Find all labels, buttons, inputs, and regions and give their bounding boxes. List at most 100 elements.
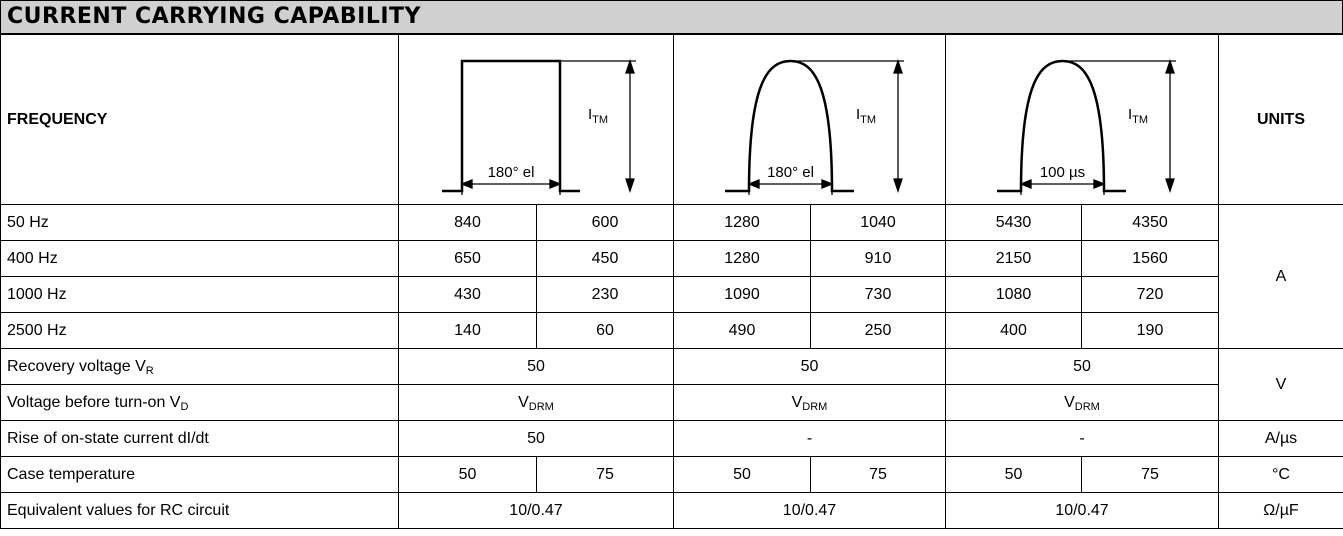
cell: 50 [398, 420, 674, 457]
text: I [588, 106, 592, 123]
cell: 75 [1081, 456, 1219, 493]
text: V [1064, 393, 1075, 411]
cell: 250 [810, 312, 946, 349]
cell: °C [1218, 456, 1343, 493]
text: 400 [1000, 321, 1027, 339]
line [1165, 58, 1175, 194]
text: 10/0.47 [782, 501, 837, 519]
text: 250 [864, 321, 892, 339]
cell: 1040 [810, 204, 946, 241]
cell: 1090 [673, 276, 811, 313]
cell: 1560 [1081, 240, 1219, 277]
text: 10/0.47 [1055, 501, 1109, 519]
text: 50 [733, 465, 751, 483]
waveform: ITM 180° el [442, 58, 636, 195]
text: FREQUENCY [7, 110, 108, 128]
text: I [856, 106, 860, 123]
text: V [518, 393, 529, 411]
text: 1080 [995, 285, 1032, 303]
text: 430 [454, 285, 481, 303]
cell: UNITS [1218, 34, 1343, 205]
text: Voltage before turn-on V [7, 393, 181, 411]
cell: 730 [810, 276, 946, 313]
text: 50 [1073, 357, 1091, 375]
text: Ω/µF [1263, 501, 1299, 519]
cell: 10/0.47 [673, 492, 946, 529]
text: 1000 Hz [7, 285, 67, 303]
cell: 1280 [673, 240, 811, 277]
subscript: DRM [1074, 400, 1100, 413]
text: °C [1272, 465, 1290, 483]
cell: 50 [398, 348, 674, 385]
table: FREQUENCY ITM 180° el ITM 180° el ITM 100 µs UN… [0, 34, 1343, 529]
cell: - [673, 420, 946, 457]
cell: 75 [810, 456, 946, 493]
cell: 50 [945, 348, 1219, 385]
row: 400 Hz 650 450 1280 910 2150 1560 [0, 240, 1343, 277]
cell: 4350 [1081, 204, 1219, 241]
cell: 490 [673, 312, 811, 349]
text: 4350 [1132, 213, 1168, 231]
text: Equivalent values for RC circuit [7, 501, 230, 519]
text: 1280 [724, 249, 760, 267]
text: 50 [527, 357, 545, 375]
width-label: 100 µs [1040, 164, 1085, 181]
text: 50 [1004, 465, 1023, 483]
text: UNITS [1257, 110, 1305, 128]
text: 60 [596, 321, 614, 339]
text: 230 [591, 285, 619, 303]
cell: Voltage before turn-on VD [0, 384, 399, 421]
text: 1040 [860, 213, 896, 231]
row: 1000 Hz 430 230 1090 730 1080 720 [0, 276, 1343, 313]
subscript: TM [860, 114, 876, 126]
cell: 430 [398, 276, 537, 313]
cell: 10/0.47 [398, 492, 674, 529]
subscript: TM [1132, 114, 1148, 126]
text: 400 Hz [7, 249, 58, 267]
amplitude-label: ITM [588, 106, 608, 126]
row: Equivalent values for RC circuit 10/0.47 1… [0, 492, 1343, 529]
text: Case temperature [7, 465, 136, 483]
cell: 50 [945, 456, 1082, 493]
text: A [1275, 267, 1287, 285]
header-row: FREQUENCY ITM 180° el ITM 180° el ITM 100 µs UN… [0, 34, 1343, 205]
text: 75 [596, 465, 614, 483]
subscript: D [180, 400, 189, 413]
text: I [1128, 106, 1132, 123]
cell: A/µs [1218, 420, 1343, 457]
cell: 50 [398, 456, 537, 493]
line [1019, 179, 1106, 189]
cell: ITM 100 µs [945, 34, 1219, 205]
cell: V [1218, 348, 1343, 421]
text: Recovery voltage V [7, 357, 146, 375]
line [625, 58, 635, 194]
cell: - [945, 420, 1219, 457]
cell: 1080 [945, 276, 1082, 313]
text: 1280 [724, 213, 760, 231]
row: 2500 Hz 140 60 490 250 400 190 [0, 312, 1343, 349]
subscript: TM [592, 114, 608, 126]
cell: 1000 Hz [0, 276, 399, 313]
waveform: ITM 180° el [725, 58, 904, 195]
text: 1560 [1132, 249, 1168, 267]
line [747, 179, 834, 189]
cell: 5430 [945, 204, 1082, 241]
cell: 50 [673, 348, 946, 385]
cell: VDRM [945, 384, 1219, 421]
cell: 1280 [673, 204, 811, 241]
text: 75 [869, 465, 887, 483]
text: 720 [1136, 285, 1164, 303]
text: 650 [454, 249, 481, 267]
text: 50 [458, 465, 477, 483]
cell: 60 [536, 312, 674, 349]
text: 50 [800, 357, 819, 375]
cell: Equivalent values for RC circuit [0, 492, 399, 529]
width-label: 180° el [488, 164, 535, 181]
text: 10/0.47 [509, 501, 563, 519]
line [442, 59, 580, 193]
cell: 2500 Hz [0, 312, 399, 349]
cell: 650 [398, 240, 537, 277]
title: CURRENT CARRYING CAPABILITY [0, 0, 1343, 34]
text: 450 [591, 249, 619, 267]
cell: Recovery voltage VR [0, 348, 399, 385]
